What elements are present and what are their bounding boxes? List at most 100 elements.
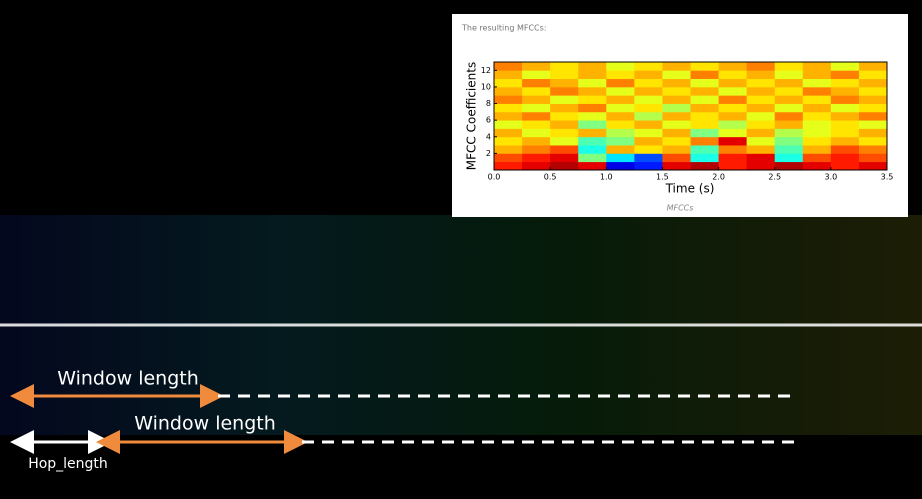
heatmap-cell [858, 86, 888, 96]
heatmap-cell [550, 86, 579, 96]
heatmap-cell [718, 111, 748, 121]
heatmap-cell [522, 103, 551, 113]
mfcc-chart: 0.0 0.5 1.0 1.5 2.0 2.5 3.0 3.5 2 4 6 8 10 12 [481, 61, 893, 182]
heatmap-cell [494, 111, 523, 121]
heatmap-cell [774, 136, 804, 146]
heatmap-cell [746, 128, 776, 138]
heatmap-cell [690, 86, 719, 96]
heatmap-cell [634, 95, 663, 104]
heatmap-cell [718, 153, 748, 163]
heatmap-cell [746, 62, 776, 71]
heatmap-cell [522, 120, 551, 129]
heatmap-cell [830, 153, 860, 163]
heatmap-cell [578, 153, 607, 163]
heatmap-cell [634, 136, 663, 146]
x-axis-label: Time (s) [665, 182, 715, 196]
heatmap-cell [830, 78, 860, 88]
heatmap-cell [746, 136, 776, 146]
heatmap-cell [690, 136, 719, 146]
x-tick-label: 1.5 [656, 173, 669, 182]
heatmap-cell [718, 103, 748, 113]
heatmap-cell [550, 70, 579, 80]
heatmap-cell [634, 70, 663, 80]
window-label: Window length [134, 413, 276, 435]
heatmap-cell [718, 128, 748, 138]
heatmap-cell [802, 95, 832, 104]
y-tick-label: 4 [486, 132, 491, 141]
heatmap-cell [550, 120, 579, 129]
heatmap-cell [662, 103, 691, 113]
heatmap-cell [662, 120, 691, 129]
heatmap-cell [662, 136, 691, 146]
heatmap-cell [802, 78, 832, 88]
heatmap-cell [494, 145, 523, 154]
heatmap-cell [690, 70, 719, 80]
heatmap-cell [774, 111, 804, 121]
heatmap-cell [494, 62, 523, 71]
heatmap-cell [718, 120, 748, 129]
heatmap-cell [718, 70, 748, 80]
heatmap-cell [690, 95, 719, 104]
heatmap-cell [858, 145, 888, 154]
heatmap-cell [858, 111, 888, 121]
heatmap-cell [606, 103, 635, 113]
heatmap-cell [830, 128, 860, 138]
heatmap-cell [830, 145, 860, 154]
heatmap-cell [494, 161, 523, 171]
heatmap-cell [634, 86, 663, 96]
heatmap-cell [634, 153, 663, 163]
heatmap-cell [494, 153, 523, 163]
heatmap-cell [634, 128, 663, 138]
heatmap-cell [830, 120, 860, 129]
heatmap-cell [494, 120, 523, 129]
heatmap-cell [858, 70, 888, 80]
y-tick-label: 8 [486, 99, 491, 108]
x-tick-label: 3.0 [824, 173, 837, 182]
heatmap-cell [662, 70, 691, 80]
heatmap-cell [830, 111, 860, 121]
heatmap-cell [606, 62, 635, 71]
heatmap-cell [550, 111, 579, 121]
heatmap-cell [802, 111, 832, 121]
heatmap-cell [606, 70, 635, 80]
x-tick-label: 2.0 [712, 173, 725, 182]
heatmap-cell [774, 86, 804, 96]
heatmap-cell [858, 95, 888, 104]
heatmap-cell [634, 103, 663, 113]
heatmap-cell [690, 153, 719, 163]
heatmap-cell [718, 145, 748, 154]
heatmap-cell [718, 136, 748, 146]
heatmap-cell [522, 78, 551, 88]
heatmap-cell [578, 161, 607, 171]
heatmap-cell [522, 128, 551, 138]
heatmap-cell [718, 95, 748, 104]
window-label: Window length [57, 368, 199, 390]
heatmap-cell [578, 145, 607, 154]
heatmap-cell [718, 62, 748, 71]
heatmap-cell [830, 70, 860, 80]
heatmap-cell [634, 161, 663, 171]
panel-heading: The resulting MFCCs: [461, 24, 547, 33]
y-tick-label: 6 [486, 116, 491, 125]
heatmap-cell [746, 78, 776, 88]
heatmap-cell [522, 62, 551, 71]
heatmap-cell [606, 128, 635, 138]
heatmap-cell [662, 153, 691, 163]
heatmap-cell [578, 103, 607, 113]
heatmap-cell [718, 161, 748, 171]
heatmap-cell [746, 95, 776, 104]
heatmap-cell [578, 111, 607, 121]
heatmap-cell [690, 161, 719, 171]
heatmap-cell [858, 103, 888, 113]
heatmap-cell [578, 136, 607, 146]
heatmap-cell [774, 153, 804, 163]
heatmap-cell [550, 128, 579, 138]
heatmap-cell [606, 153, 635, 163]
heatmap-cell [662, 128, 691, 138]
y-tick-label: 12 [481, 66, 491, 75]
heatmap-cell [634, 62, 663, 71]
x-tick-label: 0.0 [488, 173, 501, 182]
heatmap-cell [802, 70, 832, 80]
heatmap-cell [494, 103, 523, 113]
hop-label: Hop_length [28, 456, 108, 472]
